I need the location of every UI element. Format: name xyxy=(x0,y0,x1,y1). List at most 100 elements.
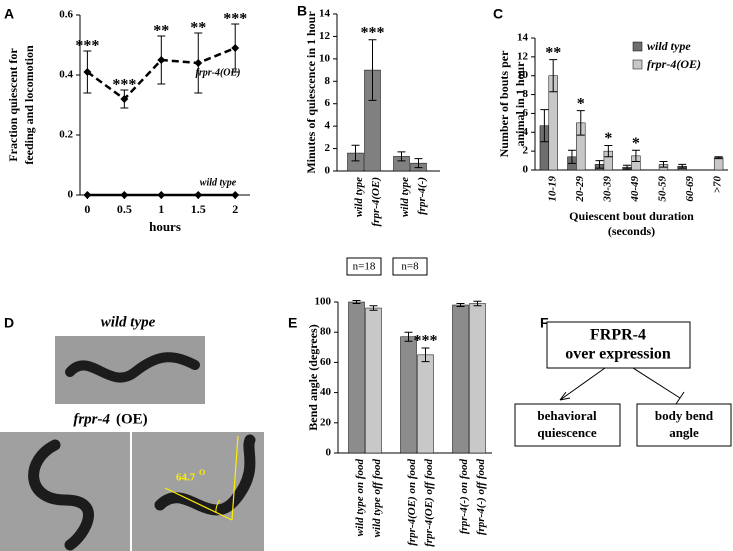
x-tick-label: wild type xyxy=(399,177,411,217)
y-axis-label: Fraction quiescent for xyxy=(6,48,20,162)
error-bar xyxy=(540,109,549,143)
y-tick-label: 4 xyxy=(325,120,331,132)
error-bar xyxy=(659,161,668,168)
group-label: n=18 xyxy=(353,261,376,273)
diagram: F FRPR-4 over expression behavioral quie… xyxy=(514,315,732,447)
y-tick-label: 0 xyxy=(326,447,332,459)
x-tick-label: 0.5 xyxy=(117,202,132,216)
x-tick-label: 60-69 xyxy=(684,176,696,202)
bar xyxy=(400,336,417,454)
x-tick-label: wild type on food xyxy=(354,459,366,537)
error-bar xyxy=(631,149,640,163)
error-bar xyxy=(595,160,604,169)
y-axis-label: Minutes of quiescence in 1 hour xyxy=(304,11,318,174)
x-tick-label: >70 xyxy=(712,176,724,194)
y-tick-label: 6 xyxy=(523,107,529,119)
panel-label: E xyxy=(288,315,297,331)
legend-swatch xyxy=(632,41,643,52)
annotation: ** xyxy=(190,20,206,37)
annotation: *** xyxy=(361,24,385,41)
y-tick-label: 2 xyxy=(523,145,529,157)
x-axis-label: (seconds) xyxy=(608,224,655,238)
annotation: *** xyxy=(75,38,99,55)
x-tick-label: 1.5 xyxy=(191,202,206,216)
y-tick-label: 80 xyxy=(320,326,332,338)
group-label: n=8 xyxy=(401,261,419,273)
node-text: angle xyxy=(669,425,699,440)
annotation: *** xyxy=(414,333,438,350)
x-tick-label: 40-49 xyxy=(629,176,641,203)
marker xyxy=(157,191,166,199)
y-tick-label: 0.4 xyxy=(59,69,73,81)
caption: (OE) xyxy=(116,411,148,427)
annotation: * xyxy=(604,130,612,147)
error-bar xyxy=(604,144,613,158)
panel-label: F xyxy=(540,315,549,331)
node-text: FRPR-4 xyxy=(590,327,646,344)
y-tick-label: 4 xyxy=(523,126,529,138)
error-bar xyxy=(414,158,423,169)
x-tick-label: frpr-4(-) xyxy=(416,177,428,215)
annotation: ** xyxy=(153,23,169,40)
y-tick-label: 20 xyxy=(320,416,332,428)
bar xyxy=(365,307,382,454)
x-tick-label: frpr-4(-) on food xyxy=(458,459,470,535)
marker xyxy=(231,44,240,52)
x-tick-label: 1 xyxy=(158,202,164,216)
x-tick-label: frpr-4(-) off food xyxy=(475,459,487,536)
error-bar xyxy=(567,149,576,164)
y-tick-label: 0 xyxy=(325,165,331,177)
y-tick-label: 10 xyxy=(517,69,529,81)
y-tick-label: 10 xyxy=(319,52,331,64)
angle-value: 64.7 xyxy=(176,472,196,484)
annotation: *** xyxy=(223,11,247,28)
y-tick-label: 2 xyxy=(325,142,331,154)
group-bracket xyxy=(392,257,428,276)
y-axis-label: animal in 1 hour xyxy=(513,61,527,147)
x-tick-label: 30-39 xyxy=(601,176,613,203)
marker xyxy=(194,59,203,67)
annotation: *** xyxy=(112,77,136,94)
x-tick-label: 50-59 xyxy=(657,176,669,202)
y-axis-label: Number of bouts per xyxy=(497,50,511,157)
node-text: body bend xyxy=(655,408,714,423)
worm xyxy=(28,439,94,551)
error-bar xyxy=(368,39,377,101)
node-text: behavioral xyxy=(537,408,597,423)
arrow xyxy=(559,367,606,401)
y-tick-label: 0 xyxy=(523,164,529,176)
group-bracket xyxy=(346,257,382,276)
legend-swatch xyxy=(632,59,643,70)
error-bar xyxy=(623,164,632,170)
bar xyxy=(348,301,365,454)
marker xyxy=(83,68,92,76)
y-tick-label: 60 xyxy=(320,356,332,368)
y-tick-label: 6 xyxy=(325,97,331,109)
marker xyxy=(194,191,203,199)
bar xyxy=(469,303,486,454)
worm xyxy=(65,352,200,383)
x-tick-label: 10-19 xyxy=(546,176,558,202)
node xyxy=(546,321,691,369)
image-panel: D wild type frpr-4 (OE) 64.7 O xyxy=(0,314,264,551)
error-bar xyxy=(351,144,360,162)
error-bar xyxy=(714,156,723,160)
error-bar xyxy=(369,305,378,311)
node xyxy=(636,403,732,447)
y-tick-label: 40 xyxy=(320,386,332,398)
error-bar xyxy=(404,331,413,342)
marker xyxy=(120,191,129,199)
error-bar xyxy=(456,303,465,308)
y-tick-label: 0.6 xyxy=(59,9,73,21)
x-tick-label: 20-29 xyxy=(574,176,586,203)
caption: frpr-4 xyxy=(73,411,110,427)
angle-lines xyxy=(164,435,239,521)
error-bar xyxy=(421,347,430,363)
node-text: over expression xyxy=(565,346,671,363)
y-tick-label: 8 xyxy=(325,75,331,87)
y-axis-label: Bend angle (degrees) xyxy=(306,324,320,430)
error-bar xyxy=(397,151,406,162)
legend-label: wild type xyxy=(647,39,691,53)
bar xyxy=(452,304,469,454)
